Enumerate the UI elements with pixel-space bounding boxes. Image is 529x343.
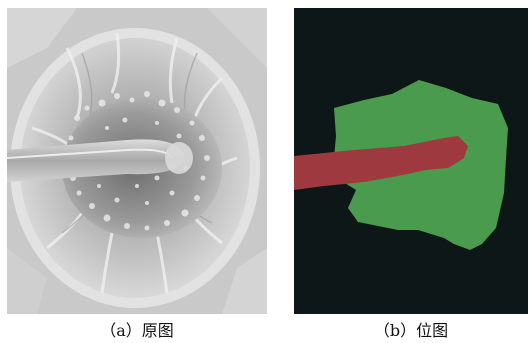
caption-mask: （b）位图 (373, 321, 449, 340)
original-image (7, 8, 267, 314)
mask-drawing (294, 8, 528, 314)
caption-original: （a）原图 (100, 321, 174, 340)
mask-region-red (294, 136, 468, 190)
mask-image (294, 8, 528, 314)
original-photo-drawing (7, 8, 267, 314)
